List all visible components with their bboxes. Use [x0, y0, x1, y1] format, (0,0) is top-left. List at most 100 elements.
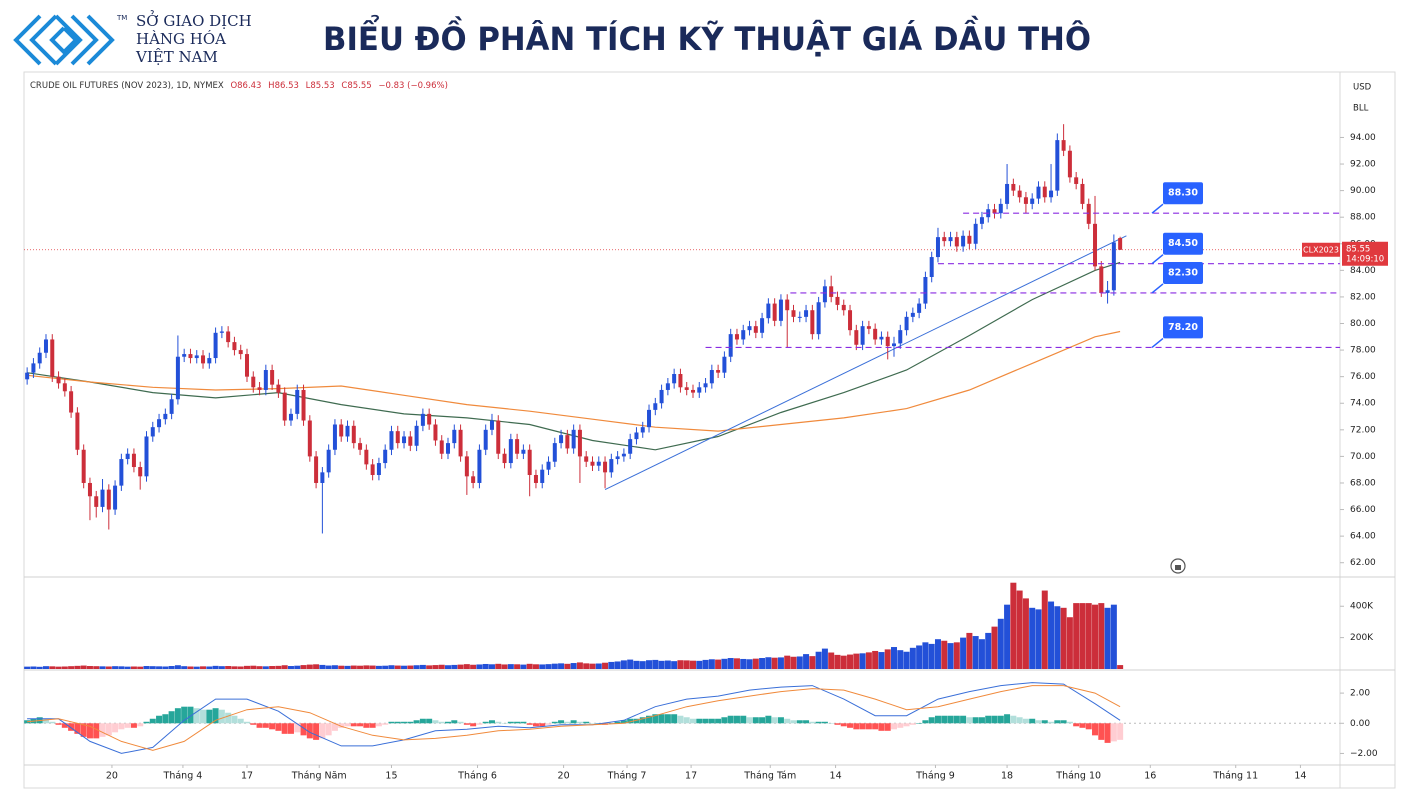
macd-histogram-bar	[319, 723, 326, 739]
level-label: 82.30	[1168, 267, 1198, 278]
candle-body	[427, 413, 432, 425]
volume-bar	[677, 660, 684, 669]
x-tick-label: Tháng Năm	[291, 771, 347, 782]
legend-close: C85.55	[341, 81, 371, 91]
volume-bar	[526, 663, 533, 669]
candle-body	[150, 427, 155, 437]
macd-histogram-bar	[206, 709, 213, 724]
level-pointer	[1151, 283, 1164, 294]
candle-body	[288, 413, 293, 421]
candle-body	[665, 383, 670, 390]
candle-body	[860, 326, 865, 345]
candle-body	[131, 453, 136, 468]
volume-bar	[174, 665, 181, 669]
candle-body	[464, 456, 469, 477]
volume-bar	[809, 656, 816, 669]
candle-body	[659, 389, 664, 404]
x-tick-label: 20	[106, 771, 118, 782]
macd-histogram-bar	[1035, 720, 1042, 724]
candle-body	[703, 383, 708, 388]
volume-bar	[583, 663, 590, 669]
candle-body	[1086, 203, 1091, 224]
candle-body	[760, 318, 765, 333]
macd-histogram-bar	[438, 721, 445, 724]
macd-histogram-bar	[960, 715, 967, 724]
macd-histogram-bar	[790, 720, 797, 724]
volume-bar	[470, 664, 477, 669]
candle-body	[282, 392, 287, 421]
candle-body	[188, 354, 193, 359]
candle-body	[785, 299, 790, 311]
candle-body	[446, 443, 451, 454]
volume-bar	[118, 666, 125, 669]
volume-bar	[36, 666, 43, 669]
volume-bar	[206, 666, 213, 669]
currency: USD	[1353, 83, 1372, 93]
candle-body	[892, 343, 897, 347]
candle-body	[804, 310, 809, 317]
volume-bar	[570, 663, 577, 669]
macd-histogram-bar	[457, 721, 464, 724]
lock-circle	[1170, 558, 1186, 574]
candle-body	[634, 432, 639, 440]
candle-body	[559, 435, 564, 444]
candle-body	[314, 456, 319, 483]
x-tick-label: 17	[241, 771, 253, 782]
y-tick-label: 400K	[1350, 602, 1374, 612]
page-title: BIỂU ĐỒ PHÂN TÍCH KỸ THUẬT GIÁ DẦU THÔ	[323, 15, 1091, 58]
candle-body	[1099, 266, 1104, 293]
brand-line: HÀNG HÓA	[136, 30, 226, 48]
candle-body	[50, 339, 55, 377]
volume-bar	[853, 653, 860, 669]
volume-bar	[847, 654, 854, 669]
candle-body	[716, 370, 721, 373]
volume-bar	[256, 666, 263, 669]
candle-body	[1036, 186, 1041, 199]
candle-body	[452, 429, 457, 444]
x-tick-label: 18	[1001, 771, 1013, 782]
volume-bar	[237, 666, 244, 669]
macd-histogram-bar	[174, 708, 181, 724]
candle-body	[684, 387, 689, 390]
macd-histogram-bar	[671, 714, 678, 724]
candle-body	[935, 237, 940, 258]
candle-body	[263, 370, 268, 390]
volume-bar	[61, 666, 68, 669]
logo-shape	[86, 14, 115, 66]
macd-histogram-bar	[1022, 718, 1029, 724]
candle-body	[1030, 198, 1035, 204]
volume-bar	[909, 647, 916, 669]
volume-bar	[545, 664, 552, 669]
volume-bar	[262, 666, 269, 669]
macd-histogram-bar	[401, 721, 408, 724]
trademark: TM	[116, 14, 127, 22]
x-tick-label: Tháng 11	[1212, 771, 1258, 782]
macd-histogram-bar	[696, 718, 703, 724]
candle-body	[420, 413, 425, 426]
volume-bar	[338, 665, 345, 669]
macd-histogram-bar	[1073, 723, 1080, 727]
macd-histogram-bar	[93, 723, 100, 739]
macd-histogram-bar	[570, 720, 577, 724]
candle-body	[389, 431, 394, 450]
candle-body	[791, 310, 796, 317]
macd-histogram-bar	[708, 718, 715, 724]
volume-bar	[42, 666, 49, 669]
macd-histogram-bar	[68, 723, 75, 731]
volume-bar	[1010, 582, 1017, 669]
macd-histogram-bar	[495, 721, 502, 724]
candle-body	[414, 425, 419, 446]
candle-body	[961, 235, 966, 247]
candle-body	[841, 304, 846, 311]
volume-bar	[319, 664, 326, 669]
candle-body	[207, 358, 212, 364]
volume-bar	[1110, 604, 1117, 669]
volume-bar	[815, 651, 822, 669]
volume-bar	[696, 660, 703, 669]
volume-bar	[859, 653, 866, 669]
macd-histogram-bar	[828, 723, 835, 724]
candle-body	[647, 409, 652, 428]
macd-histogram-bar	[445, 721, 452, 724]
moving-average	[27, 261, 1121, 451]
macd-histogram-bar	[313, 723, 320, 740]
